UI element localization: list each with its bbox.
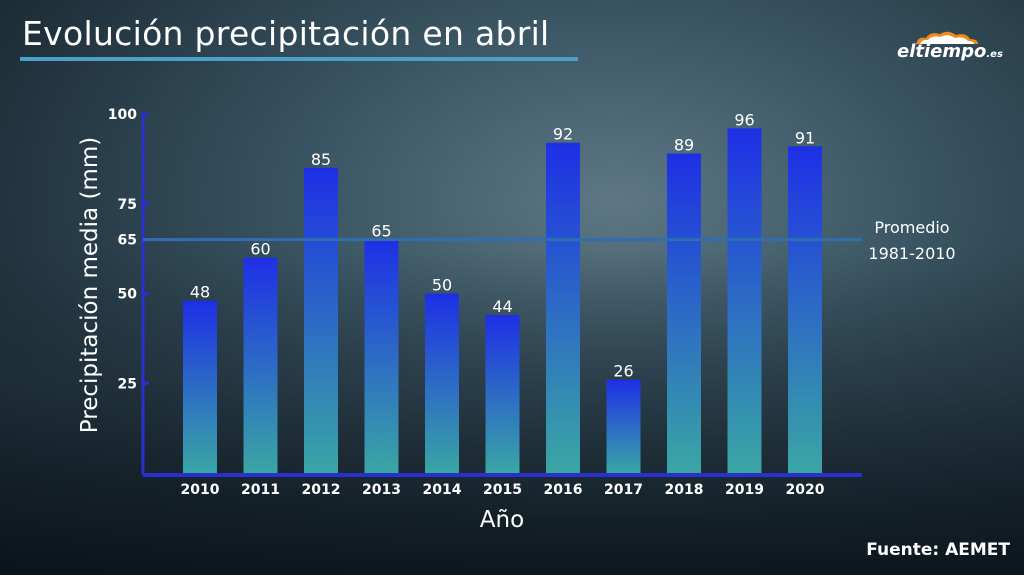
value-label-2016: 92 [553, 125, 573, 144]
y-tick-label-75: 75 [118, 197, 137, 213]
x-tick-label-2011: 2011 [241, 482, 280, 498]
cloud-icon [916, 31, 978, 44]
x-axis-title: Año [480, 507, 524, 533]
value-label-2020: 91 [795, 128, 815, 147]
y-axis-title: Precipitación media (mm) [77, 137, 103, 433]
x-tick-label-2013: 2013 [362, 482, 401, 498]
eltiempo-logo: eltiempo.es [897, 30, 1007, 62]
x-tick-label-2016: 2016 [544, 482, 583, 498]
bar-2014 [425, 293, 459, 473]
x-tick-label-2015: 2015 [483, 482, 522, 498]
bar-2019 [727, 128, 762, 474]
x-tick-label-2018: 2018 [665, 482, 704, 498]
bar-2011 [243, 257, 278, 473]
x-tick-label-2014: 2014 [423, 482, 462, 498]
x-tick-label-2020: 2020 [786, 482, 825, 498]
value-label-2019: 96 [734, 110, 754, 129]
value-label-2012: 85 [311, 150, 331, 169]
bar-2016 [546, 142, 580, 473]
x-tick-label-2012: 2012 [302, 482, 341, 498]
y-tick-label-65: 65 [118, 233, 137, 249]
value-label-2017: 26 [613, 362, 633, 381]
bar-2013 [364, 239, 399, 473]
x-tick-label-2017: 2017 [604, 482, 643, 498]
value-label-2018: 89 [674, 135, 694, 154]
bar-2017 [606, 379, 641, 473]
value-label-2010: 48 [190, 283, 210, 302]
bar-2018 [667, 153, 701, 474]
y-tick-label-50: 50 [118, 287, 138, 303]
average-label-line2: 1981-2010 [868, 244, 955, 263]
value-label-2013: 65 [371, 222, 391, 241]
title-underline [20, 57, 578, 61]
bar-2010 [183, 300, 217, 473]
x-tick-label-2010: 2010 [181, 482, 220, 498]
y-tick-label-100: 100 [108, 107, 137, 123]
chart-title: Evolución precipitación en abril [22, 14, 550, 53]
bar-2012 [304, 167, 338, 473]
average-label-line1: Promedio [874, 218, 949, 237]
logo-text: eltiempo [897, 41, 987, 62]
x-tick-label-2019: 2019 [725, 482, 764, 498]
bar-2015 [485, 315, 520, 473]
value-label-2014: 50 [432, 276, 452, 295]
source-label: Fuente: AEMET [866, 540, 1010, 560]
logo-suffix: .es [986, 49, 1003, 60]
bar-2020 [788, 146, 822, 473]
y-tick-label-25: 25 [118, 376, 137, 392]
value-label-2015: 44 [492, 297, 512, 316]
value-label-2011: 60 [250, 240, 270, 259]
